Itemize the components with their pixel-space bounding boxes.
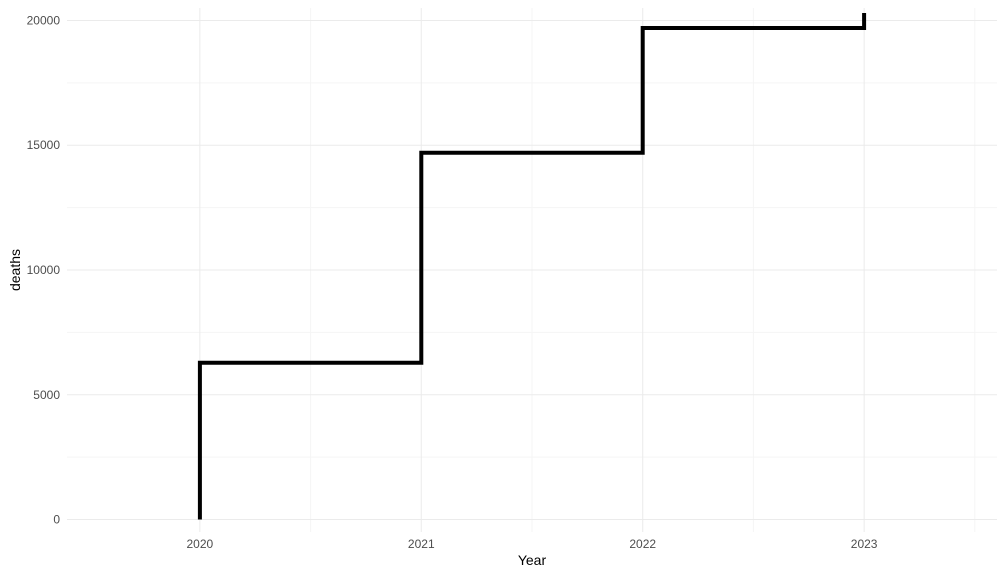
x-tick-label: 2023 (851, 537, 878, 551)
x-tick-label: 2022 (629, 537, 656, 551)
x-axis-title: Year (518, 552, 547, 568)
series-step-line (197, 13, 867, 520)
x-axis-ticks: 2020 2021 2022 2023 (187, 537, 878, 551)
x-tick-label: 2021 (408, 537, 435, 551)
y-tick-label: 20000 (27, 13, 61, 27)
x-tick-label: 2020 (187, 537, 214, 551)
y-tick-label: 0 (53, 513, 60, 527)
series-layer (197, 13, 867, 520)
y-tick-label: 15000 (27, 138, 61, 152)
y-tick-label: 5000 (33, 388, 60, 402)
y-tick-label: 10000 (27, 263, 61, 277)
y-axis-title: deaths (7, 249, 23, 291)
y-axis-ticks: 0 5000 10000 15000 20000 (27, 13, 61, 526)
